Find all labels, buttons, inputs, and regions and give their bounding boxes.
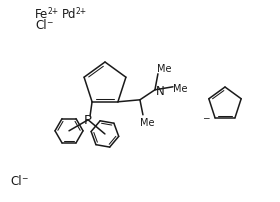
Text: Fe: Fe	[35, 8, 48, 21]
Text: N: N	[156, 85, 165, 98]
Text: 2+: 2+	[75, 7, 86, 16]
Text: P: P	[84, 114, 92, 127]
Text: 2+: 2+	[47, 7, 58, 16]
Text: −: −	[202, 113, 210, 122]
Text: −: −	[21, 173, 27, 182]
Text: Pd: Pd	[62, 8, 76, 21]
Text: Me: Me	[157, 63, 171, 74]
Text: Me: Me	[173, 83, 187, 93]
Text: Cl: Cl	[35, 19, 47, 32]
Text: −: −	[46, 18, 52, 27]
Text: Me: Me	[140, 117, 155, 127]
Text: Cl: Cl	[10, 174, 22, 187]
